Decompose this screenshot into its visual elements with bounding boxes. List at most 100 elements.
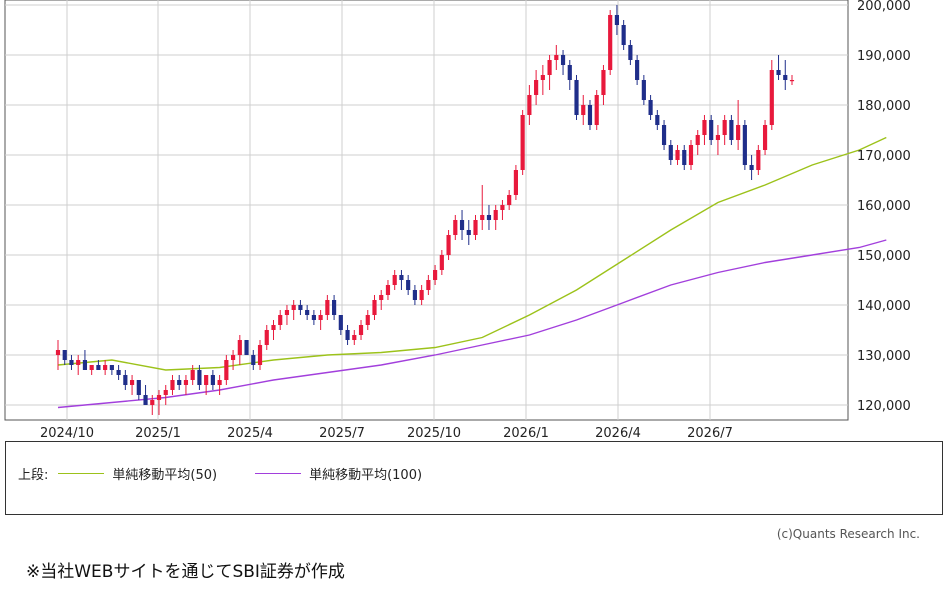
x-tick-label: 2026/1 — [503, 426, 549, 440]
candle — [251, 350, 256, 370]
candle-body — [284, 310, 290, 315]
candle — [237, 335, 242, 365]
moving-average-lines — [57, 136, 887, 409]
plot-frame — [4, 0, 849, 421]
candle — [601, 65, 606, 105]
candle-body — [668, 145, 673, 160]
candle — [789, 75, 795, 85]
candle-body — [722, 120, 727, 135]
candle — [641, 75, 646, 105]
candle-body — [406, 280, 411, 290]
candle — [534, 70, 539, 105]
candle-body — [365, 315, 370, 325]
copyright: (c)Quants Research Inc. — [776, 527, 920, 541]
candle — [466, 220, 471, 245]
candle-body — [534, 80, 539, 95]
candle-body — [608, 15, 613, 70]
candle-body — [594, 95, 599, 125]
candle-body — [547, 60, 552, 75]
legend-item-sma100: 単純移動平均(100) — [255, 464, 422, 483]
candle — [150, 395, 155, 415]
candle-body — [480, 215, 485, 220]
candle — [217, 375, 222, 395]
candle-body — [493, 210, 498, 220]
candle-body — [298, 305, 303, 310]
candle — [392, 270, 397, 290]
candle-body — [150, 400, 155, 405]
candle — [473, 215, 478, 240]
candle — [453, 215, 458, 240]
candle — [736, 100, 741, 150]
candle-body — [426, 280, 431, 290]
candle-body — [230, 355, 236, 360]
candle-body — [251, 355, 256, 365]
candle — [554, 45, 559, 70]
candle-body — [325, 300, 330, 315]
candle-body — [345, 330, 350, 340]
candle-body — [648, 100, 653, 115]
candle — [608, 10, 613, 75]
candle-body — [271, 325, 276, 330]
candle-body — [507, 195, 512, 205]
candle — [345, 325, 350, 345]
candle — [567, 60, 572, 90]
candle — [655, 110, 660, 130]
candle — [527, 85, 532, 125]
chart-grid — [4, 0, 849, 421]
candle — [480, 185, 485, 230]
candle-body — [257, 345, 263, 365]
candle-body — [237, 340, 242, 355]
candle-body — [567, 65, 572, 80]
candle-body — [446, 235, 451, 255]
candle — [257, 340, 263, 370]
candle-body — [769, 70, 774, 125]
candle-body — [439, 255, 444, 270]
candle — [103, 360, 108, 375]
candle-body — [614, 15, 620, 25]
candle-body — [587, 105, 593, 125]
candle-body — [419, 290, 424, 300]
candle — [722, 115, 727, 145]
candle-body — [204, 375, 209, 385]
candle — [628, 40, 633, 65]
candle — [621, 20, 626, 50]
y-tick-label: 150,000 — [857, 249, 911, 264]
candle — [332, 295, 337, 320]
candle-body — [123, 375, 128, 385]
candle — [291, 300, 296, 320]
candle-body — [143, 395, 148, 405]
candle — [426, 275, 431, 295]
candle — [62, 350, 67, 365]
candle — [513, 165, 518, 200]
candle-body — [715, 135, 721, 140]
candle — [109, 365, 114, 375]
candle-body — [513, 170, 518, 195]
sma50-line — [57, 136, 887, 371]
candle — [742, 120, 747, 170]
x-tick-label: 2024/10 — [40, 426, 94, 440]
candle — [399, 270, 404, 290]
y-tick-label: 160,000 — [857, 199, 911, 214]
candle — [204, 375, 209, 395]
candle — [594, 90, 599, 130]
candle-body — [486, 215, 492, 220]
candle-body — [466, 230, 471, 235]
candle — [230, 350, 236, 370]
candle-body — [352, 335, 357, 340]
candle-body — [729, 120, 734, 140]
candle — [143, 385, 148, 405]
y-tick-label: 130,000 — [857, 349, 911, 364]
candle-body — [372, 300, 377, 315]
candle — [264, 325, 269, 350]
candle-body — [116, 370, 121, 375]
candle — [136, 380, 141, 400]
candle — [412, 285, 417, 305]
candle — [325, 295, 330, 320]
candle-body — [177, 380, 182, 385]
x-tick-label: 2025/1 — [135, 426, 181, 440]
candle — [783, 60, 788, 90]
candle — [675, 145, 680, 165]
candle — [210, 370, 215, 390]
candle-body — [621, 25, 626, 45]
candle-body — [500, 205, 505, 210]
